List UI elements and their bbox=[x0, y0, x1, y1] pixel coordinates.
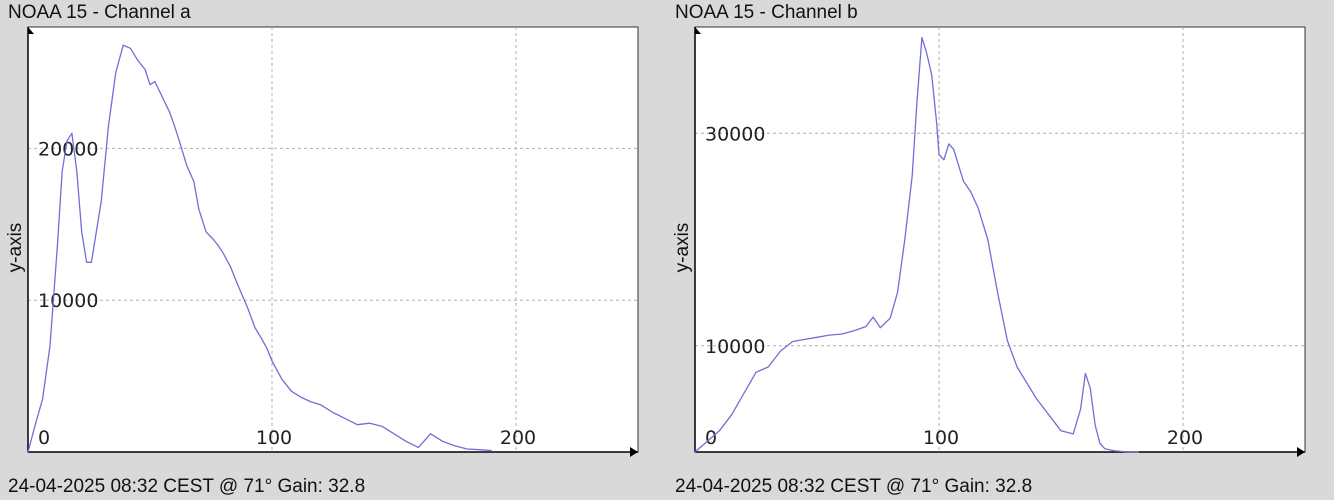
y-tick-label: 10000 bbox=[705, 336, 765, 358]
y-axis-arrow-icon bbox=[695, 27, 701, 34]
x-tick-label: 100 bbox=[923, 427, 959, 449]
series-line bbox=[694, 36, 1140, 453]
x-axis-arrow-icon bbox=[630, 447, 638, 457]
chart-panel-b: NOAA 15 - Channel b 0 100 200 10000 30000 y-a… bbox=[667, 0, 1334, 500]
y-tick-label: 20000 bbox=[38, 138, 98, 160]
x-tick-label: 0 bbox=[38, 427, 50, 449]
x-axis-arrow-icon bbox=[1297, 447, 1305, 457]
plot-area bbox=[27, 26, 639, 453]
chart-footer: 24-04-2025 08:32 CEST @ 71° Gain: 32.8 bbox=[8, 476, 366, 497]
y-axis-arrow-icon bbox=[28, 27, 34, 34]
y-tick-label: 30000 bbox=[705, 123, 765, 145]
y-tick-label: 10000 bbox=[38, 290, 98, 312]
x-tick-label: 100 bbox=[256, 427, 292, 449]
chart-panel-a: NOAA 15 - Channel a 0 100 200 10000 20000 y-a… bbox=[5, 2, 639, 497]
y-axis-label: y-axis bbox=[5, 223, 26, 273]
series-line bbox=[27, 44, 492, 453]
chart-title: NOAA 15 - Channel b bbox=[675, 2, 858, 23]
y-axis-label: y-axis bbox=[672, 223, 693, 273]
x-tick-label: 200 bbox=[1167, 427, 1203, 449]
chart-footer: 24-04-2025 08:32 CEST @ 71° Gain: 32.8 bbox=[675, 476, 1033, 497]
x-tick-label: 200 bbox=[500, 427, 536, 449]
chart-plot-a: 0 100 200 10000 20000 y-axis bbox=[5, 26, 639, 457]
plot-area bbox=[694, 26, 1306, 453]
chart-title: NOAA 15 - Channel a bbox=[8, 2, 191, 23]
